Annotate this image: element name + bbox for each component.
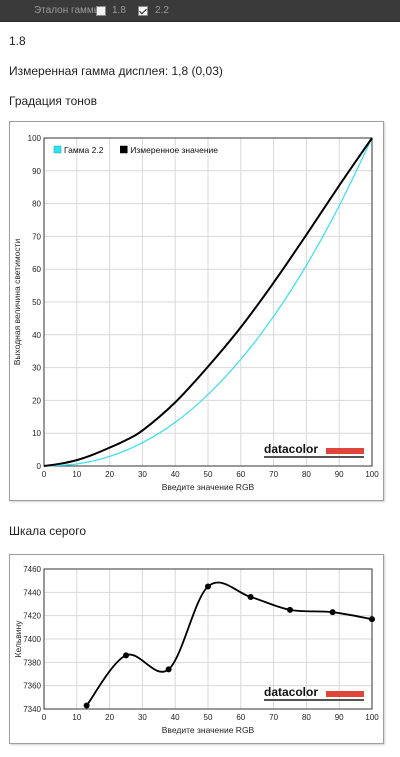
data-point [287,606,293,613]
y-tick-label: 40 [32,331,41,340]
y-tick-label: 80 [32,200,41,209]
measured-gamma-value: 1.8 [9,34,26,48]
series-line-1 [43,137,373,467]
x-tick-label: 90 [335,713,344,722]
gamma-2-2-label[interactable]: 2.2 [155,5,169,16]
legend-swatch [53,145,62,154]
legend-label: Измеренное значение [130,145,218,155]
x-tick-label: 100 [365,713,379,722]
x-tick-label: 40 [171,713,180,722]
gamma-1-8-label[interactable]: 1.8 [112,5,126,16]
data-point [165,666,172,673]
y-tick-label: 7460 [23,565,41,574]
y-axis-label: Выходная величина светимости [12,238,22,365]
x-tick-label: 30 [138,470,147,479]
x-tick-label: 0 [42,470,47,479]
x-tick-label: 0 [42,713,47,722]
data-point [123,652,129,659]
tone-gradation-chart-frame: 0 10 20 30 40 50 60 70 80 90 100 0 10 20 30 40 50 60 70 80 9… [9,121,384,501]
y-tick-label: 7360 [23,682,41,691]
grayscale-chart-frame: 0 10 20 30 40 50 60 70 80 90 100 7340 7360 7380 7400 74… [9,554,384,744]
y-tick-label: 30 [32,364,41,373]
data-point [329,609,336,616]
gamma-2-2-checkbox[interactable] [138,6,148,16]
datacolor-logo-text: datacolor [264,685,318,699]
datacolor-logo-text: datacolor [264,442,318,456]
gamma-1-8-checkbox[interactable] [96,6,106,16]
x-tick-label: 100 [365,470,379,479]
grayscale-heading: Шкала серого [9,524,87,538]
y-tick-label: 10 [32,429,41,438]
gamma-reference-toolbar: Эталон гаммы: 1.8 2.2 [0,0,400,22]
y-tick-label: 90 [32,167,41,176]
datacolor-logo-bar [326,448,364,454]
gamma-reference-label: Эталон гаммы: [34,5,104,16]
x-tick-label: 90 [335,470,344,479]
y-tick-label: 7440 [23,588,41,597]
x-tick-label: 20 [105,713,114,722]
x-axis-label: Введите значение RGB [162,725,255,735]
y-tick-label: 20 [32,396,41,405]
y-tick-label: 100 [28,134,42,143]
y-tick-label: 7340 [23,705,41,714]
x-tick-label: 60 [236,470,245,479]
y-axis-label: Кельвину [13,620,23,658]
plot-area-border [43,568,373,710]
y-tick-label: 7380 [23,658,41,667]
series-line-2 [43,137,373,467]
legend-swatch [120,145,128,154]
datacolor-logo-bar [326,691,364,697]
x-tick-label: 20 [105,470,114,479]
y-tick-label: 60 [32,265,41,274]
tone-gradation-heading: Градация тонов [9,94,97,108]
x-tick-label: 40 [171,470,180,479]
data-point [369,616,375,623]
y-tick-label: 7400 [23,635,41,644]
measured-gamma-text: Измеренная гамма дисплея: 1,8 (0,03) [9,64,223,78]
x-tick-label: 50 [204,470,213,479]
x-tick-label: 70 [269,470,278,479]
x-tick-label: 10 [72,470,81,479]
grayscale-chart: 0 10 20 30 40 50 60 70 80 90 100 7340 7360 7380 7400 74… [13,565,379,735]
x-tick-label: 60 [236,713,245,722]
x-tick-label: 80 [302,470,311,479]
x-tick-label: 50 [204,713,213,722]
x-tick-label: 70 [269,713,278,722]
datacolor-logo-underline [264,456,364,458]
y-tick-label: 50 [32,298,41,307]
x-axis-label: Введите значение RGB [162,482,255,492]
data-point [205,583,211,590]
series-line-1 [85,581,373,707]
x-tick-label: 30 [138,713,147,722]
data-point [83,702,90,709]
x-tick-label: 10 [72,713,81,722]
tone-gradation-chart: 0 10 20 30 40 50 60 70 80 90 100 0 10 20 30 40 50 60 70 80 9… [12,134,379,492]
datacolor-logo-underline [264,699,364,701]
x-tick-label: 80 [302,713,311,722]
plot-area-border [43,137,373,467]
data-point [247,594,254,600]
y-tick-label: 0 [37,462,42,471]
legend-label: Гамма 2.2 [64,145,104,155]
y-tick-label: 70 [32,232,41,241]
y-tick-label: 7420 [23,612,41,621]
